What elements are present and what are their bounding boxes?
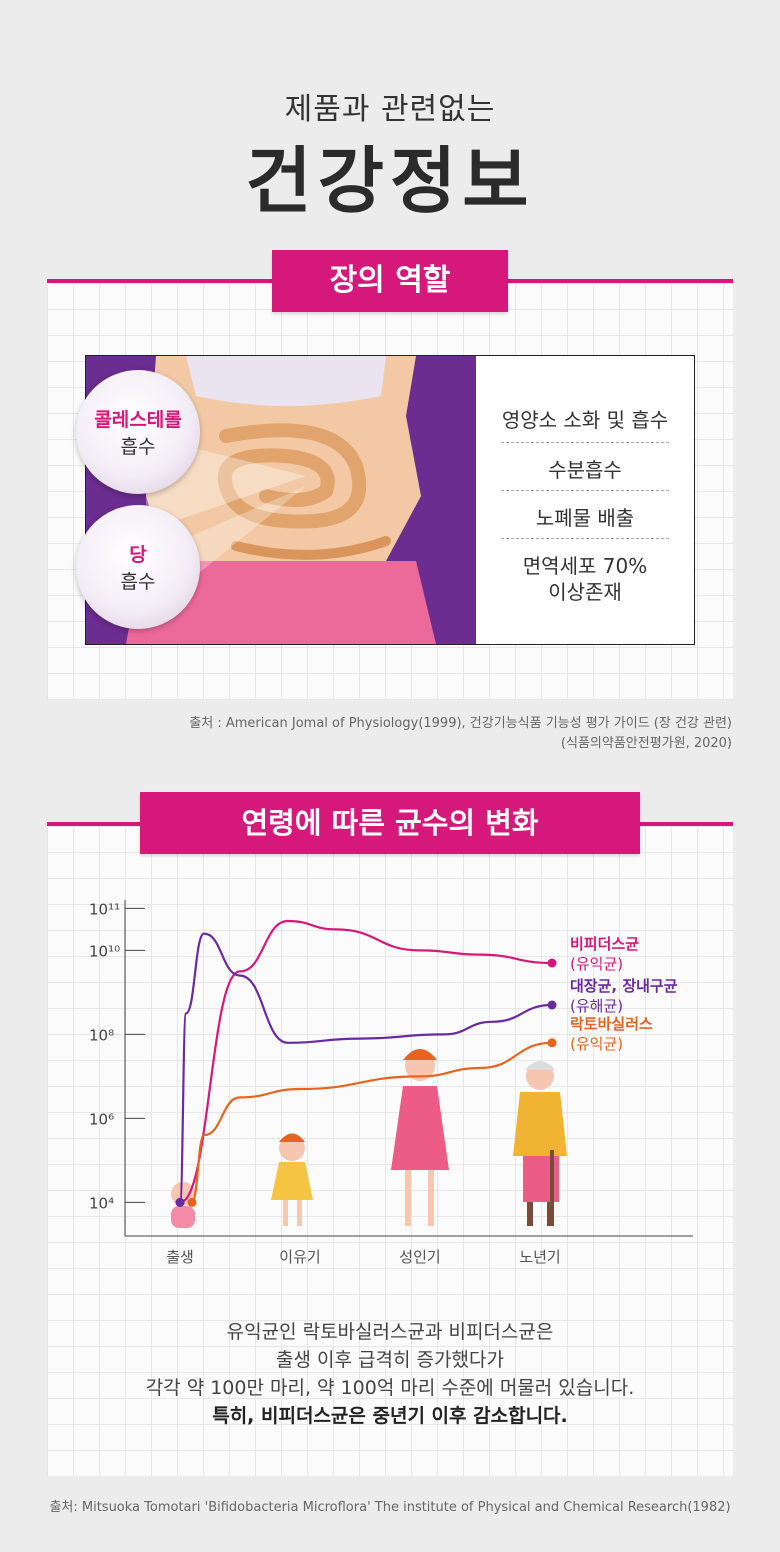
legend-series-sub: (유익균) xyxy=(570,955,623,973)
legend-series-name: 대장균, 장내구균 xyxy=(570,977,678,995)
bubble-text: 흡수 xyxy=(120,571,156,593)
bubble-highlight: 콜레스테롤 xyxy=(94,409,182,431)
section1-source-2: (식품의약품안전평가원, 2020) xyxy=(560,736,732,751)
x-category-label: 이유기 xyxy=(279,1248,320,1266)
series-line xyxy=(179,919,553,1204)
elderly-figure xyxy=(513,1061,567,1226)
y-tick-label: 10⁸ xyxy=(89,1026,114,1044)
cholesterol-bubble: 콜레스테롤 흡수 xyxy=(76,370,200,494)
role-divider xyxy=(501,538,669,539)
chart-description-bold: 특히, 비피더스균은 중년기 이후 감소합니다. xyxy=(0,1402,780,1430)
series-start-point xyxy=(175,1197,185,1207)
series-line xyxy=(178,932,553,1204)
legend-series-sub: (유익균) xyxy=(570,1035,623,1053)
chart-description-2: 출생 이후 급격히 증가했다가 xyxy=(276,1349,504,1371)
bacteria-count-chart: 10¹¹ 10¹⁰ 10⁸ 10⁶ 10⁴ 출생 이유기 성인기 노년기 비피더스균 (유익균) 대… xyxy=(89,900,693,1266)
legend-series-name: 비피더스균 xyxy=(570,935,639,953)
chart-description-3: 각각 약 100만 마리, 약 100억 마리 수준에 머물러 있습니다. xyxy=(145,1377,635,1399)
role-water: 수분흡수 xyxy=(548,458,622,482)
role-divider xyxy=(501,442,669,443)
chart-description-1: 유익균인 락토바실러스균과 비피더스균은 xyxy=(226,1321,554,1343)
bubble-highlight: 당 xyxy=(129,544,147,566)
bubble-text: 흡수 xyxy=(120,436,156,458)
section2-title: 연령에 따른 균수의 변화 xyxy=(140,792,640,854)
age-figures xyxy=(171,1049,567,1228)
role-immune-2: 이상존재 xyxy=(548,580,622,604)
legend-series-sub: (유해균) xyxy=(570,997,623,1015)
series-line xyxy=(190,1041,553,1204)
legend-series-name: 락토바실러스 xyxy=(570,1015,653,1033)
x-category-label: 출생 xyxy=(166,1248,194,1266)
series-end-point xyxy=(547,1000,557,1010)
page-title: 건강정보 xyxy=(245,139,535,223)
y-tick-label: 10⁴ xyxy=(89,1194,114,1212)
role-divider xyxy=(501,490,669,491)
y-tick-label: 10¹¹ xyxy=(89,900,120,918)
series-end-point xyxy=(547,1038,557,1048)
y-tick-label: 10¹⁰ xyxy=(89,942,120,960)
x-category-label: 노년기 xyxy=(519,1248,560,1266)
sugar-bubble: 당 흡수 xyxy=(76,505,200,629)
section1-source-1: 출처 : American Jomal of Physiology(1999),… xyxy=(189,716,732,731)
role-digestion: 영양소 소화 및 흡수 xyxy=(501,408,669,432)
role-waste: 노폐물 배출 xyxy=(535,506,635,530)
series-end-point xyxy=(547,958,557,968)
role-immune-1: 면역세포 70% xyxy=(522,554,648,578)
chart-source: 출처: Mitsuoka Tomotari 'Bifidobacteria Mi… xyxy=(49,1500,731,1515)
x-category-label: 성인기 xyxy=(399,1248,440,1266)
section1-title: 장의 역할 xyxy=(272,250,508,312)
series-start-point xyxy=(187,1197,197,1207)
chart-description-emphasis: 특히, 비피더스균은 중년기 이후 감소합니다. xyxy=(212,1405,568,1427)
y-tick-label: 10⁶ xyxy=(89,1110,114,1128)
adult-figure xyxy=(391,1049,449,1226)
page-subtitle: 제품과 관련없는 xyxy=(284,92,496,127)
chart-panel xyxy=(47,826,733,1476)
child-figure xyxy=(271,1133,313,1226)
